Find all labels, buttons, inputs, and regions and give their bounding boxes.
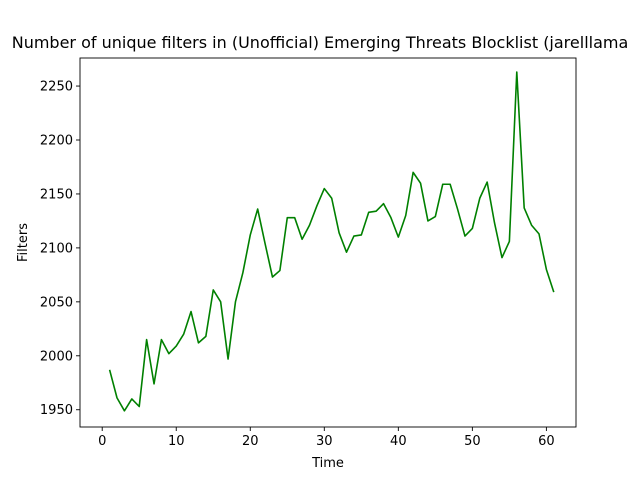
x-tick-label: 10 — [168, 434, 185, 449]
y-axis-ticks: 1950 2000 2050 2100 2150 2200 2250 — [40, 80, 80, 418]
plot-area — [80, 58, 576, 427]
y-tick-label: 2250 — [40, 80, 73, 95]
y-tick-label: 2100 — [40, 241, 73, 256]
series-line — [108, 71, 555, 412]
x-tick-label: 40 — [390, 434, 407, 449]
chart-title: Number of unique filters in (Unofficial)… — [12, 33, 629, 52]
x-tick-label: 0 — [98, 434, 106, 449]
y-tick-label: 1950 — [40, 403, 73, 418]
y-tick-label: 2000 — [40, 349, 73, 364]
x-tick-label: 50 — [464, 434, 481, 449]
y-tick-label: 2150 — [40, 187, 73, 202]
x-tick-label: 60 — [538, 434, 555, 449]
x-axis-ticks: 0 10 20 30 40 50 60 — [98, 427, 555, 449]
x-tick-label: 20 — [242, 434, 259, 449]
x-tick-label: 30 — [316, 434, 333, 449]
plot-frame — [79, 57, 577, 428]
x-axis-label: Time — [311, 456, 344, 471]
y-tick-label: 2050 — [40, 295, 73, 310]
y-axis-label: Filters — [16, 223, 31, 262]
y-tick-label: 2200 — [40, 134, 73, 149]
